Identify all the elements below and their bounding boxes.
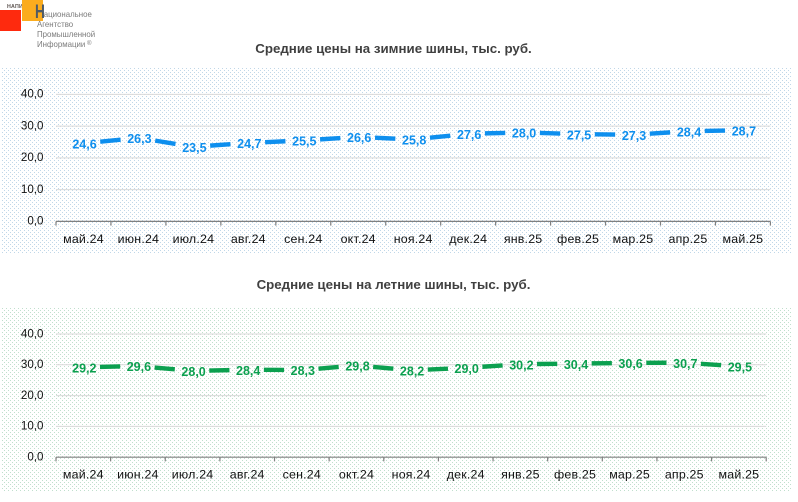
svg-text:апр.25: апр.25 [665,468,704,482]
svg-text:май.25: май.25 [719,468,760,482]
svg-text:20,0: 20,0 [21,389,44,402]
svg-text:29,8: 29,8 [345,360,369,374]
svg-text:30,4: 30,4 [564,358,588,372]
svg-text:40,0: 40,0 [21,88,44,101]
svg-text:дек.24: дек.24 [447,468,485,482]
svg-text:май.25: май.25 [723,232,764,246]
svg-text:ноя.24: ноя.24 [392,468,431,482]
svg-text:10,0: 10,0 [21,183,44,196]
svg-text:28,2: 28,2 [400,365,424,379]
svg-text:май.24: май.24 [63,468,104,482]
svg-text:окт.24: окт.24 [339,468,374,482]
svg-text:24,7: 24,7 [237,137,261,151]
svg-text:авг.24: авг.24 [231,232,266,246]
svg-text:25,8: 25,8 [402,134,426,148]
svg-text:26,3: 26,3 [127,132,151,146]
svg-text:20,0: 20,0 [21,151,44,164]
svg-text:окт.24: окт.24 [341,232,376,246]
svg-text:40,0: 40,0 [21,327,44,340]
svg-text:июн.24: июн.24 [117,468,158,482]
svg-text:28,3: 28,3 [291,364,315,378]
svg-text:июл.24: июл.24 [173,232,215,246]
svg-text:0,0: 0,0 [27,215,43,228]
svg-text:30,7: 30,7 [673,357,697,371]
svg-text:июл.24: июл.24 [172,468,214,482]
svg-text:28,4: 28,4 [236,364,260,378]
svg-text:авг.24: авг.24 [230,468,265,482]
svg-text:27,5: 27,5 [567,128,591,142]
svg-text:26,6: 26,6 [347,131,371,145]
svg-text:10,0: 10,0 [21,420,44,433]
svg-text:мар.25: мар.25 [609,468,650,482]
svg-text:24,6: 24,6 [72,138,96,152]
svg-text:фев.25: фев.25 [557,232,599,246]
svg-text:ноя.24: ноя.24 [394,232,433,246]
svg-text:май.24: май.24 [63,232,104,246]
svg-text:фев.25: фев.25 [554,468,596,482]
svg-text:дек.24: дек.24 [449,232,487,246]
svg-text:29,6: 29,6 [127,360,151,374]
svg-text:мар.25: мар.25 [613,232,654,246]
svg-text:30,6: 30,6 [618,357,642,371]
svg-text:30,0: 30,0 [21,358,44,371]
svg-text:апр.25: апр.25 [669,232,708,246]
svg-text:июн.24: июн.24 [118,232,159,246]
svg-text:28,0: 28,0 [512,127,536,141]
svg-text:28,0: 28,0 [181,365,205,379]
svg-text:30,0: 30,0 [21,119,44,132]
svg-text:0,0: 0,0 [27,451,43,464]
svg-text:сен.24: сен.24 [283,468,321,482]
svg-text:сен.24: сен.24 [284,232,322,246]
svg-text:29,5: 29,5 [728,361,752,375]
svg-text:25,5: 25,5 [292,135,316,149]
svg-text:30,2: 30,2 [509,358,533,372]
svg-text:29,2: 29,2 [72,361,96,375]
svg-text:27,3: 27,3 [622,129,646,143]
svg-text:23,5: 23,5 [182,141,206,155]
svg-text:янв.25: янв.25 [504,232,543,246]
svg-text:28,4: 28,4 [677,125,701,139]
svg-text:27,6: 27,6 [457,128,481,142]
svg-text:янв.25: янв.25 [501,468,540,482]
svg-text:28,7: 28,7 [732,124,756,138]
svg-text:29,0: 29,0 [455,362,479,376]
